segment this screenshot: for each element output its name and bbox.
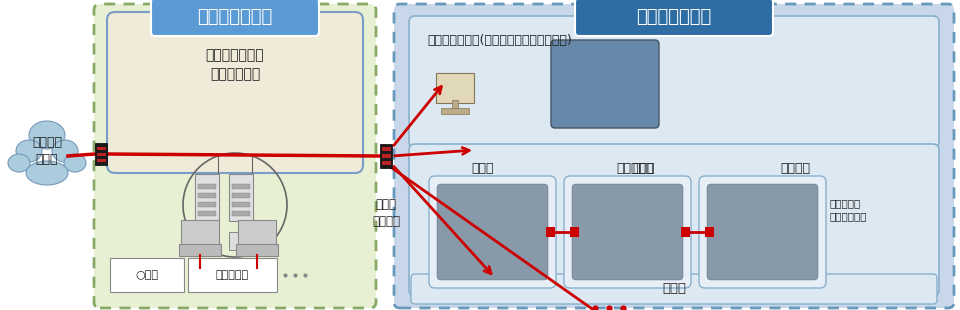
Text: 中央給電指令所(電力の需給管理の司令塔): 中央給電指令所(電力の需給管理の司令塔) bbox=[427, 34, 572, 47]
Ellipse shape bbox=[29, 121, 65, 149]
FancyBboxPatch shape bbox=[699, 176, 826, 288]
FancyBboxPatch shape bbox=[188, 258, 277, 292]
FancyBboxPatch shape bbox=[575, 0, 773, 36]
Text: 制御系システム: 制御系システム bbox=[636, 8, 711, 26]
Ellipse shape bbox=[64, 154, 86, 172]
Bar bbox=[198, 202, 216, 207]
Bar bbox=[198, 184, 216, 189]
Bar bbox=[232, 184, 250, 189]
FancyBboxPatch shape bbox=[436, 73, 474, 103]
Bar bbox=[229, 232, 241, 250]
FancyBboxPatch shape bbox=[110, 258, 184, 292]
Bar bbox=[681, 227, 690, 237]
FancyBboxPatch shape bbox=[179, 244, 221, 256]
Text: 発電所: 発電所 bbox=[633, 162, 656, 175]
FancyBboxPatch shape bbox=[707, 184, 818, 280]
Text: 制御用機器: 制御用機器 bbox=[616, 162, 654, 175]
Text: 火力発電所
蒸気タービン: 火力発電所 蒸気タービン bbox=[830, 198, 868, 222]
Bar bbox=[381, 161, 391, 165]
Text: 通信の
防護措置: 通信の 防護措置 bbox=[372, 198, 400, 228]
FancyBboxPatch shape bbox=[394, 4, 954, 308]
Bar bbox=[570, 227, 579, 237]
FancyBboxPatch shape bbox=[551, 40, 659, 128]
Text: 発電設備: 発電設備 bbox=[780, 162, 810, 175]
FancyBboxPatch shape bbox=[411, 274, 937, 304]
Bar bbox=[380, 144, 392, 168]
Ellipse shape bbox=[8, 154, 30, 172]
Text: 制御室: 制御室 bbox=[471, 162, 494, 175]
FancyBboxPatch shape bbox=[429, 176, 556, 288]
Text: インター
ネット: インター ネット bbox=[32, 136, 62, 166]
Bar bbox=[232, 202, 250, 207]
FancyBboxPatch shape bbox=[409, 144, 939, 296]
Bar bbox=[95, 143, 107, 165]
Bar bbox=[97, 158, 106, 162]
FancyBboxPatch shape bbox=[238, 220, 276, 246]
Ellipse shape bbox=[52, 140, 78, 162]
Bar bbox=[441, 108, 469, 114]
Bar bbox=[705, 227, 714, 237]
Text: ○支社: ○支社 bbox=[135, 270, 158, 280]
Bar bbox=[452, 100, 458, 108]
Bar bbox=[198, 211, 216, 216]
FancyBboxPatch shape bbox=[151, 0, 319, 36]
Bar bbox=[381, 154, 391, 158]
FancyBboxPatch shape bbox=[229, 174, 253, 221]
Bar bbox=[198, 193, 216, 198]
FancyBboxPatch shape bbox=[94, 4, 376, 308]
FancyBboxPatch shape bbox=[195, 174, 219, 221]
Bar bbox=[232, 193, 250, 198]
FancyBboxPatch shape bbox=[107, 12, 363, 173]
FancyBboxPatch shape bbox=[437, 184, 548, 280]
Ellipse shape bbox=[26, 161, 68, 185]
Bar bbox=[232, 211, 250, 216]
FancyBboxPatch shape bbox=[236, 244, 278, 256]
Bar bbox=[97, 153, 106, 156]
Text: 情報系システム: 情報系システム bbox=[198, 8, 273, 26]
FancyBboxPatch shape bbox=[409, 16, 939, 148]
FancyBboxPatch shape bbox=[181, 220, 219, 246]
Bar bbox=[546, 227, 555, 237]
Bar bbox=[381, 147, 391, 151]
Text: 海外事務所: 海外事務所 bbox=[216, 270, 249, 280]
Text: 変電所: 変電所 bbox=[662, 282, 686, 295]
FancyBboxPatch shape bbox=[572, 184, 683, 280]
Text: 本社のオフィス
ネットワーク: 本社のオフィス ネットワーク bbox=[205, 48, 264, 82]
Ellipse shape bbox=[16, 140, 42, 162]
FancyBboxPatch shape bbox=[564, 176, 691, 288]
Bar bbox=[97, 147, 106, 150]
